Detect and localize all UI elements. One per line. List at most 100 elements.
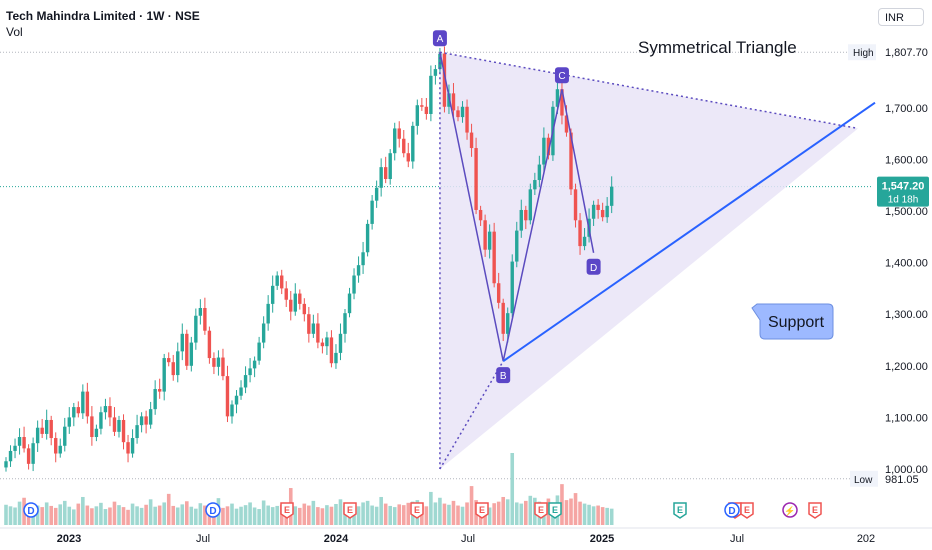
price-axis[interactable] [872,0,932,550]
point-marker-label: A [437,34,444,45]
last-price-badge[interactable] [877,176,929,207]
volume-bar [67,506,72,525]
support-trendline[interactable] [502,101,876,362]
volume-bar [433,502,438,525]
y-tick-label: 1,100.00 [885,412,928,424]
earnings-icon[interactable] [548,502,562,519]
earnings-icon[interactable] [475,502,489,519]
volume-bar [8,506,13,525]
volume-bar [162,502,166,525]
earnings-icon[interactable] [280,502,294,519]
currency-selector[interactable]: INR [878,8,924,26]
candle-body [478,209,483,221]
volume-bar [487,507,492,525]
high-tag [848,44,876,61]
point-marker-c[interactable] [554,67,569,84]
volume-bar [49,505,53,525]
earnings-icon[interactable] [343,502,357,519]
volume-bar [424,506,429,525]
dividend-icon[interactable] [23,502,39,518]
candle-body [533,180,537,190]
candle-body [239,387,243,396]
dividend-icon-label: D [209,506,216,517]
point-marker-label: D [590,263,597,274]
candle-body [72,407,76,418]
candle-body [465,106,469,133]
point-marker-d[interactable] [586,258,601,275]
candle-body [252,360,257,369]
candle-body [194,315,198,343]
volume-indicator-label[interactable]: Vol [6,25,23,39]
dividend-icon[interactable] [205,502,221,518]
candle-body [126,442,130,454]
candle-body [257,342,261,361]
earnings-icon[interactable] [673,502,687,519]
volume-bar [560,484,564,525]
volume-bar [35,505,40,525]
volume-bar [121,507,126,525]
volume-bar [578,501,582,525]
candle-body [596,204,600,210]
candle-body [230,404,234,417]
volume-bar [514,502,519,525]
candle-body [275,275,279,286]
y-tick-label: 1,400.00 [885,258,928,270]
candle-body [506,313,510,334]
candle-body [35,427,40,444]
volume-bar [379,496,383,525]
y-tick-label: 1,300.00 [885,309,928,321]
volume-bar [13,507,17,525]
symbol-title[interactable]: Tech Mahindra Limited · 1W · NSE [6,9,200,23]
point-marker-b[interactable] [496,367,511,384]
candle-body [347,293,352,314]
dividend-icon[interactable] [724,502,740,518]
candle-body [365,223,370,253]
earnings-icon-label: E [347,505,353,515]
candle-body [329,337,334,364]
point-marker-a[interactable] [432,30,447,47]
high-value: 1,807.70 [885,47,928,59]
volume-bar [524,500,528,525]
candle-body [157,389,162,392]
earnings-icon[interactable] [410,502,424,519]
volume-bar [293,506,298,525]
candle-body [442,53,447,107]
point-marker-label: B [500,371,507,382]
candle-body [415,105,420,126]
candle-body [289,299,293,312]
volume-bar [243,505,248,525]
volume-bar [329,506,334,525]
support-callout[interactable] [751,303,834,340]
volume-bar [456,505,460,525]
y-tick-label: 1,600.00 [885,154,928,166]
volume-bar [198,503,203,525]
volume-bar [108,507,112,525]
volume-bar [438,497,442,525]
earnings-icon-label: E [744,505,750,515]
earnings-icon[interactable] [808,502,822,519]
split-icon[interactable] [782,502,798,518]
volume-bar [388,505,392,525]
candle-body [216,357,221,367]
candle-body [524,209,528,221]
volume-bar [17,501,22,525]
candle-body [515,230,519,262]
volume-bar [447,504,451,525]
point-marker-label: C [558,71,565,82]
volume-bar [185,501,189,525]
earnings-icon[interactable] [740,502,754,519]
candle-body [546,137,551,156]
support-callout-text: Support [768,314,825,331]
candle-body [316,323,320,343]
volume-bar [252,507,257,525]
candle-body [293,293,297,312]
candle-body [94,428,99,438]
volume-bar [4,504,8,525]
volume-bar [582,503,587,525]
candle-body [13,445,17,451]
candle-body [605,205,609,218]
volume-bar [230,503,234,525]
earnings-icon[interactable] [534,502,548,519]
